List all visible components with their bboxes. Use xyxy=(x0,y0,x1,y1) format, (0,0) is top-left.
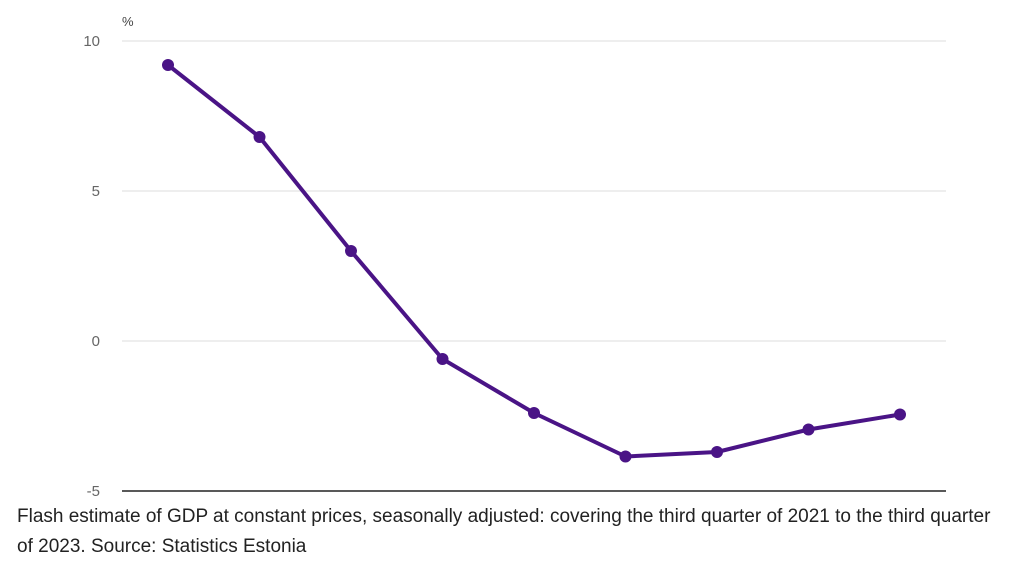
data-point xyxy=(894,408,906,421)
y-axis-ticks: 10 5 0 -5 xyxy=(83,33,100,500)
line-chart: 10 5 0 -5 % xyxy=(83,14,946,500)
gridlines xyxy=(122,40,946,492)
y-axis-unit-label: % xyxy=(122,14,134,29)
data-point xyxy=(711,446,723,458)
data-point xyxy=(253,131,266,143)
y-tick-label: -5 xyxy=(87,483,100,500)
data-point xyxy=(162,59,174,71)
series-line xyxy=(166,63,902,459)
data-point xyxy=(528,407,540,419)
data-point xyxy=(436,353,449,365)
data-point xyxy=(802,423,815,436)
data-point xyxy=(619,450,632,463)
data-points xyxy=(162,59,906,463)
y-tick-label: 5 xyxy=(92,183,100,200)
chart-caption: Flash estimate of GDP at constant prices… xyxy=(17,506,991,557)
data-point xyxy=(345,245,357,257)
y-tick-label: 10 xyxy=(83,33,100,50)
series-line-group xyxy=(166,63,902,459)
y-tick-label: 0 xyxy=(92,333,100,350)
